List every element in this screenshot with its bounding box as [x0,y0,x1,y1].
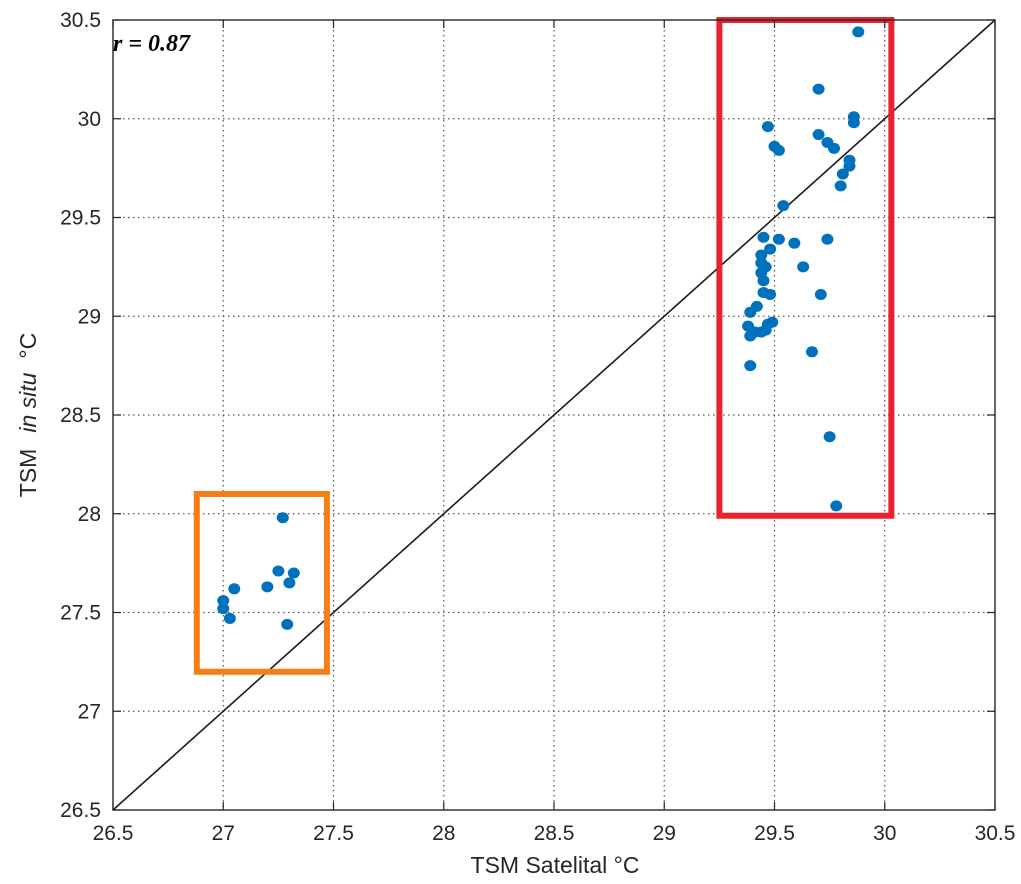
data-point [812,129,825,141]
data-point [757,231,770,243]
y-axis-label-part-1: TSM [15,449,41,498]
data-point [261,581,274,593]
data-point [744,306,757,318]
data-point [755,249,768,261]
identity-reference-line [112,19,996,811]
data-point [217,603,230,615]
data-point [283,577,296,589]
data-point [777,200,790,212]
data-point [843,160,856,172]
data-point [797,261,810,273]
x-axis-ticks: 26.5 27 27.5 28 28.5 29 29.5 30 30.5 [93,20,1016,845]
correlation-annotation: r = 0.87 [113,31,191,57]
highlight-box-1 [193,491,330,675]
y-tick-label: 27 [78,700,101,723]
data-point [823,431,836,443]
x-tick-label: 29 [653,822,676,845]
data-point [847,117,860,129]
y-axis-label-part-2: in situ [15,372,41,432]
data-points [217,26,865,630]
data-point [281,618,294,630]
data-point [744,330,757,342]
data-point [764,289,777,301]
x-tick-label: 30.5 [975,822,1016,845]
data-point [830,500,843,512]
x-tick-label: 27 [212,822,235,845]
data-point [828,142,841,154]
data-point [772,144,785,156]
x-axis-label: TSM Satelital °C [471,852,640,878]
x-tick-label: 28.5 [534,822,575,845]
y-tick-label: 30.5 [60,9,101,32]
data-point [821,233,834,245]
data-point [228,583,241,595]
data-point [272,565,285,577]
data-point [814,289,827,301]
y-tick-label: 29.5 [60,207,101,230]
data-point [276,512,289,524]
y-tick-label: 26.5 [60,799,101,822]
data-point [805,346,818,358]
y-tick-label: 27.5 [60,602,101,625]
y-tick-label: 28 [78,503,101,526]
y-tick-label: 28.5 [60,404,101,427]
data-point [744,360,757,372]
data-point [757,275,770,287]
x-tick-label: 28 [432,822,455,845]
data-point [772,233,785,245]
data-point [223,612,236,624]
x-tick-label: 26.5 [93,822,134,845]
x-tick-label: 27.5 [313,822,354,845]
y-axis-label: TSM in situ °C [15,333,41,497]
data-point [764,243,777,255]
x-tick-label: 29.5 [754,822,795,845]
data-point [217,595,230,607]
y-tick-label: 30 [78,108,101,131]
y-axis-label-part-3: °C [15,333,41,359]
data-point [836,168,849,180]
data-point [761,121,774,133]
data-point [788,237,801,249]
data-point [834,180,847,192]
data-point [852,26,865,38]
data-point [287,567,300,579]
data-point [812,83,825,95]
x-tick-label: 30 [873,822,896,845]
y-tick-label: 29 [78,305,101,328]
y-axis-ticks: 26.5 27 27.5 28 28.5 29 29.5 30 30.5 [60,9,995,822]
